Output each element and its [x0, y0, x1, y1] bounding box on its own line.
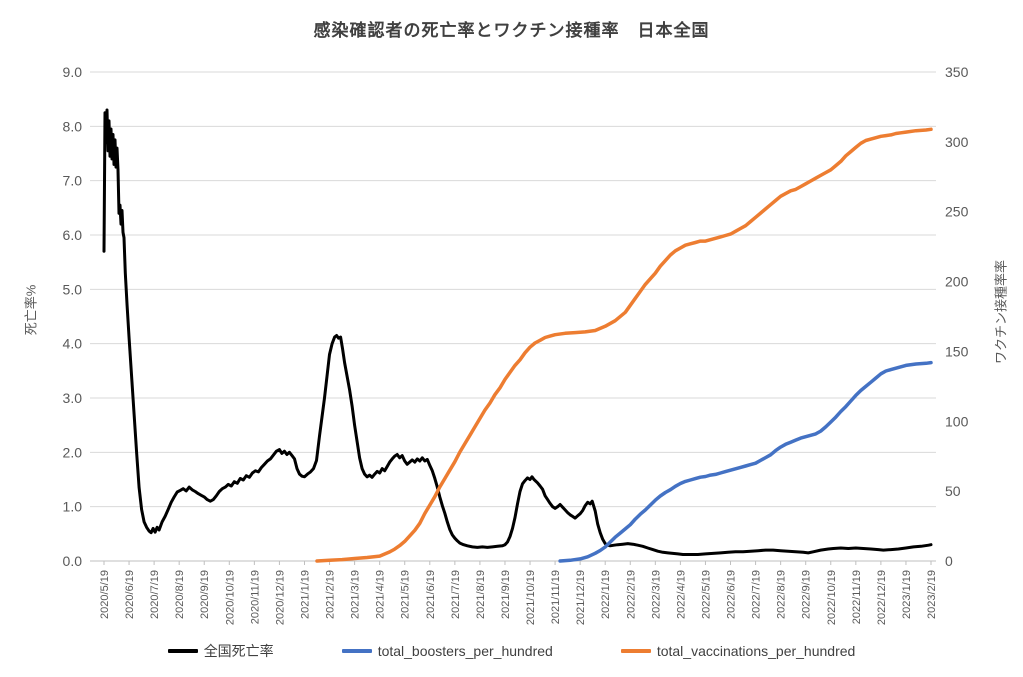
svg-text:2021/11/19: 2021/11/19	[550, 570, 562, 624]
legend-item-boosters: total_boosters_per_hundred	[341, 643, 553, 659]
svg-text:2020/8/19: 2020/8/19	[174, 570, 186, 619]
svg-text:2020/10/19: 2020/10/19	[224, 570, 236, 625]
boosters-line-swatch	[341, 649, 372, 653]
svg-text:200: 200	[945, 274, 969, 290]
vaccinations-line-swatch	[620, 649, 651, 653]
svg-text:2022/4/19: 2022/4/19	[675, 570, 687, 619]
svg-text:2021/5/19: 2021/5/19	[400, 570, 412, 619]
death-rate-line-swatch	[167, 649, 198, 653]
legend-label: total_boosters_per_hundred	[377, 643, 553, 659]
svg-text:1.0: 1.0	[63, 499, 83, 515]
svg-text:2021/2/19: 2021/2/19	[325, 570, 337, 619]
svg-text:4.0: 4.0	[63, 336, 83, 352]
svg-text:2021/9/19: 2021/9/19	[500, 570, 512, 619]
svg-text:2022/7/19: 2022/7/19	[751, 570, 763, 619]
svg-text:2022/9/19: 2022/9/19	[801, 570, 813, 619]
svg-text:2021/4/19: 2021/4/19	[375, 570, 387, 619]
svg-text:6.0: 6.0	[63, 227, 83, 243]
svg-text:5.0: 5.0	[63, 281, 83, 297]
svg-text:2021/10/19: 2021/10/19	[525, 570, 537, 625]
svg-text:2020/9/19: 2020/9/19	[199, 570, 211, 619]
svg-text:2021/7/19: 2021/7/19	[450, 570, 462, 619]
svg-text:350: 350	[945, 64, 969, 80]
svg-text:150: 150	[945, 343, 969, 359]
svg-text:300: 300	[945, 134, 969, 150]
svg-text:2.0: 2.0	[63, 444, 83, 460]
svg-text:2021/8/19: 2021/8/19	[475, 570, 487, 619]
svg-text:2020/12/19: 2020/12/19	[274, 570, 286, 625]
svg-text:2022/3/19: 2022/3/19	[650, 570, 662, 619]
svg-text:2020/11/19: 2020/11/19	[249, 570, 261, 624]
svg-text:2022/6/19: 2022/6/19	[726, 570, 738, 619]
svg-text:2021/6/19: 2021/6/19	[425, 570, 437, 619]
svg-text:2023/2/19: 2023/2/19	[926, 570, 938, 619]
svg-text:2021/3/19: 2021/3/19	[350, 570, 362, 619]
svg-text:2021/1/19: 2021/1/19	[299, 570, 311, 619]
legend-item-vaccinations: total_vaccinations_per_hundred	[620, 643, 856, 659]
svg-text:2020/5/19: 2020/5/19	[99, 570, 111, 619]
svg-text:250: 250	[945, 204, 969, 220]
svg-text:2020/7/19: 2020/7/19	[149, 570, 161, 619]
chart-title: 感染確認者の死亡率とワクチン接種率 日本全国	[313, 21, 710, 40]
svg-text:100: 100	[945, 413, 969, 429]
svg-text:0.0: 0.0	[63, 553, 83, 569]
svg-text:7.0: 7.0	[63, 173, 83, 189]
svg-text:2022/8/19: 2022/8/19	[776, 570, 788, 619]
svg-text:9.0: 9.0	[63, 64, 83, 80]
svg-text:2022/5/19: 2022/5/19	[700, 570, 712, 619]
svg-text:50: 50	[945, 483, 961, 499]
svg-text:2022/1/19: 2022/1/19	[600, 570, 612, 619]
legend-item-death-rate: 全国死亡率	[167, 641, 274, 661]
legend-label: total_vaccinations_per_hundred	[656, 643, 856, 659]
svg-text:2021/12/19: 2021/12/19	[575, 570, 587, 625]
svg-text:0: 0	[945, 553, 953, 569]
svg-text:3.0: 3.0	[63, 390, 83, 406]
svg-text:2020/6/19: 2020/6/19	[124, 570, 136, 619]
svg-text:2022/2/19: 2022/2/19	[625, 570, 637, 619]
legend: 全国死亡率 total_boosters_per_hundred total_v…	[0, 641, 1023, 661]
svg-text:8.0: 8.0	[63, 118, 83, 134]
svg-text:2022/10/19: 2022/10/19	[826, 570, 838, 625]
svg-text:2022/11/19: 2022/11/19	[851, 570, 863, 624]
svg-text:2022/12/19: 2022/12/19	[876, 570, 888, 625]
svg-text:2023/1/19: 2023/1/19	[901, 570, 913, 619]
legend-label: 全国死亡率	[203, 643, 274, 659]
